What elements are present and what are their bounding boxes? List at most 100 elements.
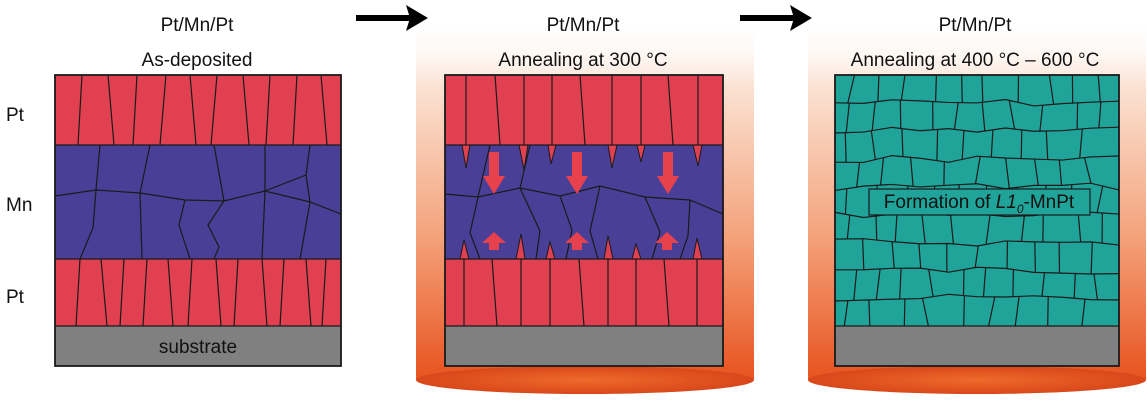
grain-boundary: [963, 295, 965, 327]
pt-bottom-layer: [55, 259, 341, 326]
mn-layer: [55, 145, 341, 259]
grain-boundary: [1005, 157, 1010, 189]
grain-boundary: [1047, 296, 1049, 327]
up-arrow-icon: [482, 232, 679, 250]
grain-boundary: [1020, 215, 1025, 242]
formation-label-subscript: 0: [1017, 202, 1024, 216]
formation-label-phase: L1: [996, 192, 1017, 213]
pt-wedges-down: [461, 144, 703, 171]
grain-boundary: [910, 157, 914, 187]
grain-boundary: [862, 238, 865, 270]
formation-label-prefix: Formation of: [884, 192, 996, 213]
panel-annealing-400-600: Formation of L10-MnPt: [834, 74, 1120, 367]
grain-boundary: [845, 103, 850, 133]
grain-boundary: [1077, 211, 1082, 243]
grain-boundary: [891, 241, 895, 269]
formation-label: Formation of L10-MnPt: [884, 192, 1075, 216]
grain-boundary: [844, 188, 848, 215]
grain-boundary: [950, 215, 954, 244]
grain-boundary: [962, 269, 965, 296]
grain-boundary: [846, 214, 851, 239]
substrate-layer: [55, 326, 341, 366]
grain-boundary: [875, 216, 878, 241]
pt-top-layer: [55, 75, 341, 145]
grain-boundary: [856, 162, 861, 188]
grain-boundary: [894, 213, 898, 242]
panel-3-title: Pt/Mn/Pt: [939, 15, 1013, 36]
grain-boundary: [1006, 240, 1009, 269]
grain-boundary: [1034, 159, 1039, 186]
grain-boundary: [1041, 272, 1046, 297]
grain-boundary: [1097, 74, 1101, 102]
panel-1-title: Pt/Mn/Pt: [161, 15, 235, 36]
panel-1-subtitle: As-deposited: [142, 50, 253, 71]
mn-grain-boundaries: [54, 144, 342, 260]
panel-2-subtitle: Annealing at 300 °C: [498, 50, 667, 71]
panel-annealing-300: [444, 74, 724, 367]
pt-top-grain-boundaries: [77, 74, 328, 146]
grain-boundary: [903, 298, 906, 327]
grain-boundary: [900, 74, 906, 101]
grain-boundary: [961, 130, 965, 160]
right-arrow-icon: [356, 5, 428, 31]
pt-top-grain-boundaries: [465, 74, 699, 146]
grain-boundary: [834, 155, 1120, 164]
layer-label-pt-bottom: Pt: [6, 287, 25, 308]
grain-boundary: [834, 238, 1120, 247]
panel-as-deposited: substrate: [54, 74, 342, 367]
substrate-label: substrate: [159, 337, 237, 358]
grain-boundary: [844, 132, 847, 163]
formation-label-box: Formation of L10-MnPt: [868, 188, 1091, 216]
pt-wedges-up: [459, 233, 703, 260]
pt-bottom-grain-boundaries: [75, 258, 327, 327]
pt-bottom-layer: [445, 259, 723, 326]
grain-boundary: [1081, 299, 1086, 327]
grain-boundary: [1014, 296, 1020, 327]
grain-boundary: [877, 74, 880, 102]
grain-boundary: [936, 129, 939, 161]
grain-boundary: [981, 74, 984, 103]
grain-boundary: [1096, 185, 1104, 213]
grain-boundary: [1079, 128, 1083, 159]
grain-boundary: [935, 74, 937, 102]
grain-boundary: [834, 98, 1120, 107]
grain-boundary: [899, 268, 902, 300]
grain-boundary: [982, 267, 987, 297]
grain-boundary: [1008, 100, 1016, 130]
grain-boundary: [1090, 241, 1093, 275]
grain-boundary: [880, 157, 885, 186]
grain-boundary: [1020, 129, 1023, 159]
grain-boundary: [847, 74, 856, 104]
grain-boundary: [953, 102, 959, 130]
panel-2-title: Pt/Mn/Pt: [547, 15, 621, 36]
grain-boundary: [834, 266, 1120, 275]
grain-boundary: [1076, 102, 1079, 130]
grain-boundary: [834, 126, 1120, 134]
mn-grain-boundaries: [444, 144, 724, 260]
grain-boundary: [921, 212, 926, 244]
grain-boundary: [1083, 157, 1092, 184]
grain-boundary: [875, 268, 881, 300]
grain-boundary: [853, 269, 858, 301]
grain-boundary: [1039, 105, 1044, 132]
grain-boundary: [961, 74, 963, 103]
pt-bottom-grain-boundaries: [463, 258, 698, 327]
grain-boundary: [868, 299, 871, 327]
grain-boundary: [988, 296, 996, 327]
grain-boundary: [918, 243, 922, 269]
substrate-layer: [445, 326, 723, 366]
grain-boundary: [1034, 241, 1036, 273]
grain-boundary: [871, 101, 876, 131]
layer-label-pt-top: Pt: [6, 105, 25, 126]
grain-boundary: [870, 130, 876, 160]
grain-boundary: [901, 128, 904, 157]
grain-boundary: [1058, 159, 1063, 186]
grain-boundary: [1045, 130, 1049, 160]
grain-boundary: [843, 300, 849, 327]
grain-boundary: [1093, 273, 1098, 300]
panel-3-subtitle: Annealing at 400 °C – 600 °C: [851, 50, 1100, 71]
grain-boundary: [921, 298, 929, 327]
grain-boundary: [1098, 101, 1102, 128]
grain-boundary: [899, 100, 902, 129]
